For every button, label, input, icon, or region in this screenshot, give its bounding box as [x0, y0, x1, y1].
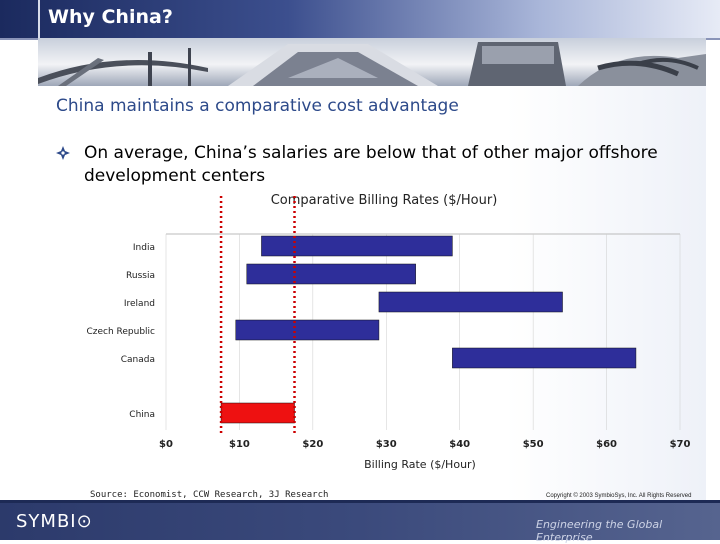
x-tick-label: $40 — [449, 439, 470, 450]
banner-image — [38, 38, 706, 86]
copyright-note: Copyright © 2003 SymbioSys, Inc. All Rig… — [546, 493, 692, 499]
x-tick-label: $50 — [523, 439, 544, 450]
range-bar-ireland — [378, 291, 563, 313]
diamond-bullet-icon — [56, 146, 70, 160]
range-bar-russia — [246, 263, 416, 285]
footer-tagline: Engineering the Global Enterprise — [536, 518, 663, 544]
range-bar-china — [220, 402, 295, 424]
footer-divider — [0, 500, 720, 503]
x-axis-label: Billing Rate ($/Hour) — [364, 458, 476, 471]
x-tick-label: $20 — [302, 439, 323, 450]
banner-illustration — [38, 42, 706, 86]
range-bar-india — [261, 235, 453, 257]
x-tick-labels: $0 $10 $20 $30 $40 $50 $60 $70 — [159, 439, 690, 450]
category-label: Czech Republic — [86, 327, 155, 337]
x-tick-label: $10 — [229, 439, 250, 450]
category-label: Russia — [126, 271, 155, 281]
category-label: India — [133, 243, 155, 253]
category-labels: India Russia Ireland Czech Republic Canada Ch… — [86, 243, 155, 420]
x-tick-label: $70 — [670, 439, 691, 450]
x-tick-label: $30 — [376, 439, 397, 450]
content-panel — [38, 86, 706, 500]
title-bar — [0, 0, 720, 38]
range-bar-czech-republic — [235, 319, 380, 341]
reference-lines — [219, 196, 296, 436]
x-tick-label: $0 — [159, 439, 173, 450]
slide-title: Why China? — [48, 6, 173, 28]
category-label: Canada — [121, 355, 155, 365]
category-label: China — [129, 410, 155, 420]
symbio-logo: SYMBI⊙ — [16, 511, 93, 532]
range-bar-canada — [452, 347, 637, 369]
bars-layer — [220, 235, 637, 424]
footer-bar — [0, 503, 720, 540]
x-tick-label: $60 — [596, 439, 617, 450]
category-label: Ireland — [124, 299, 155, 309]
source-note: Source: Economist, CCW Research, 3J Rese… — [90, 490, 329, 500]
bullet-text: On average, China’s salaries are below t… — [84, 143, 658, 186]
slide-subtitle: China maintains a comparative cost advan… — [56, 96, 459, 116]
title-accent-line — [38, 0, 40, 38]
chart-title: Comparative Billing Rates ($/Hour) — [271, 193, 498, 208]
